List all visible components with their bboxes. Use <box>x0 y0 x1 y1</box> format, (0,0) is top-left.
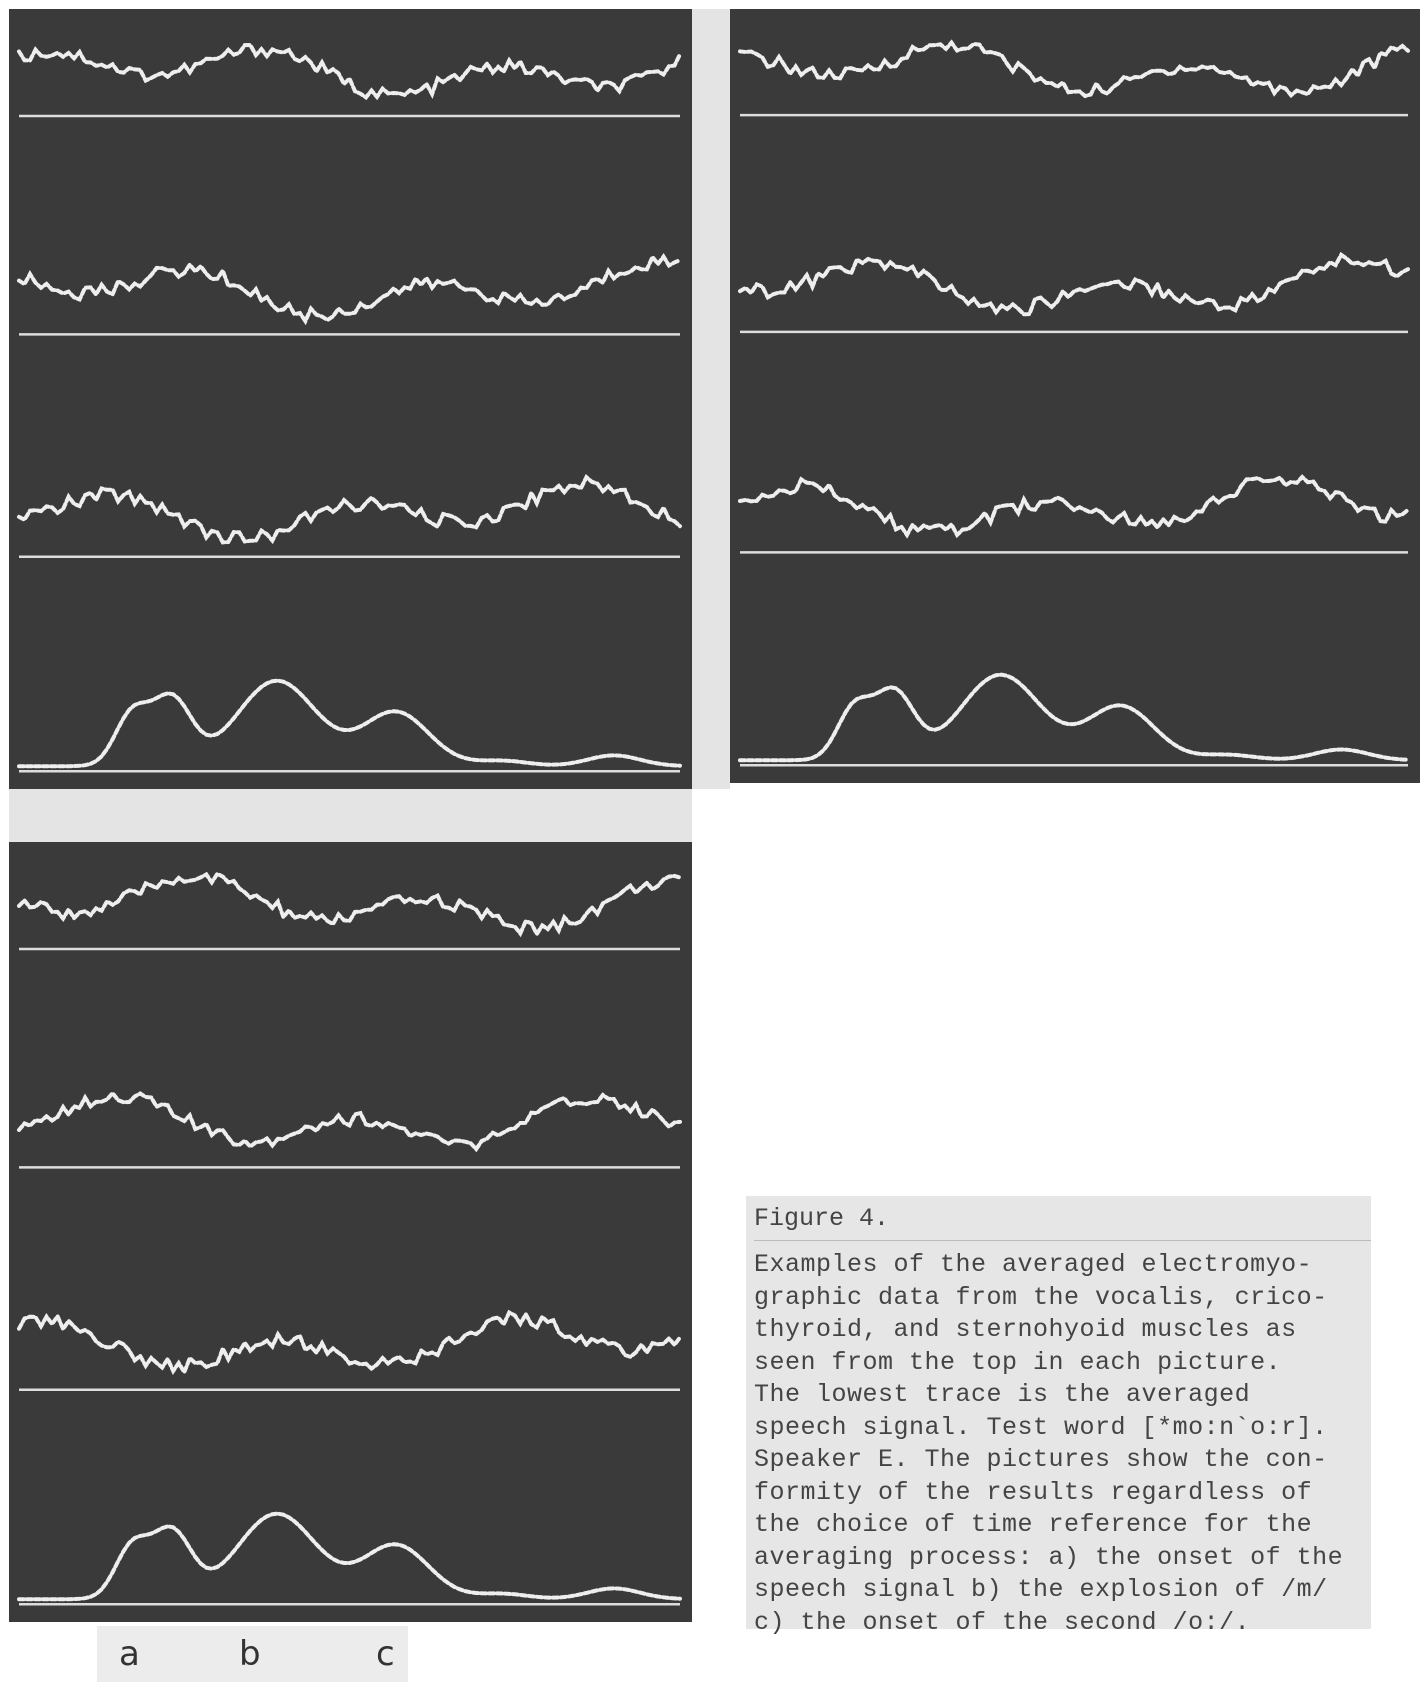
caption-line: formity of the results regardless of <box>754 1477 1313 1507</box>
gap-strip <box>9 789 692 842</box>
caption-line: Examples of the averaged electromyo- <box>754 1250 1313 1279</box>
emg-trace <box>17 253 682 326</box>
speech-trace <box>738 672 1410 763</box>
scope-photo <box>9 9 692 789</box>
emg-trace <box>17 474 682 545</box>
caption-line: The lowest trace is the averaged <box>754 1380 1251 1409</box>
caption-line: the choice of time reference for the <box>754 1510 1313 1539</box>
caption: Figure 4. Examples of the averaged elect… <box>746 1196 1371 1637</box>
emg-trace <box>738 39 1410 99</box>
speech-trace <box>17 1511 682 1602</box>
panel-label: b <box>239 1634 261 1674</box>
caption-line: speech signal. Test word [*mo:n`o:r]. <box>754 1412 1328 1442</box>
scope-photo <box>730 9 1420 783</box>
panel-label: a <box>119 1634 140 1674</box>
caption-line: graphic data from the vocalis, crico- <box>754 1282 1328 1312</box>
panel-labels: a b c <box>97 1626 408 1682</box>
caption-line: speech signal b) the explosion of /m/ <box>754 1575 1328 1604</box>
scope-photo <box>9 842 692 1622</box>
caption-line: Speaker E. The pictures show the con- <box>754 1445 1328 1474</box>
panel-label: c <box>376 1634 395 1674</box>
speech-trace <box>17 678 682 769</box>
gap-strip <box>692 9 730 789</box>
caption-line: seen from the top in each picture. <box>754 1347 1282 1377</box>
figure-label: Figure 4. <box>754 1202 1371 1241</box>
caption-line: averaging process: a) the onset of the <box>754 1542 1344 1572</box>
caption-line: thyroid, and sternohyoid muscles as <box>754 1315 1297 1344</box>
emg-trace <box>17 1089 682 1153</box>
emg-trace <box>738 474 1410 539</box>
caption-line: c) the onset of the second /o:/. <box>754 1607 1251 1637</box>
emg-trace <box>738 251 1410 317</box>
caption-body: Examples of the averaged electromyo-grap… <box>754 1249 1371 1639</box>
emg-trace <box>17 871 682 939</box>
emg-trace <box>17 42 682 101</box>
emg-trace <box>17 1309 682 1377</box>
